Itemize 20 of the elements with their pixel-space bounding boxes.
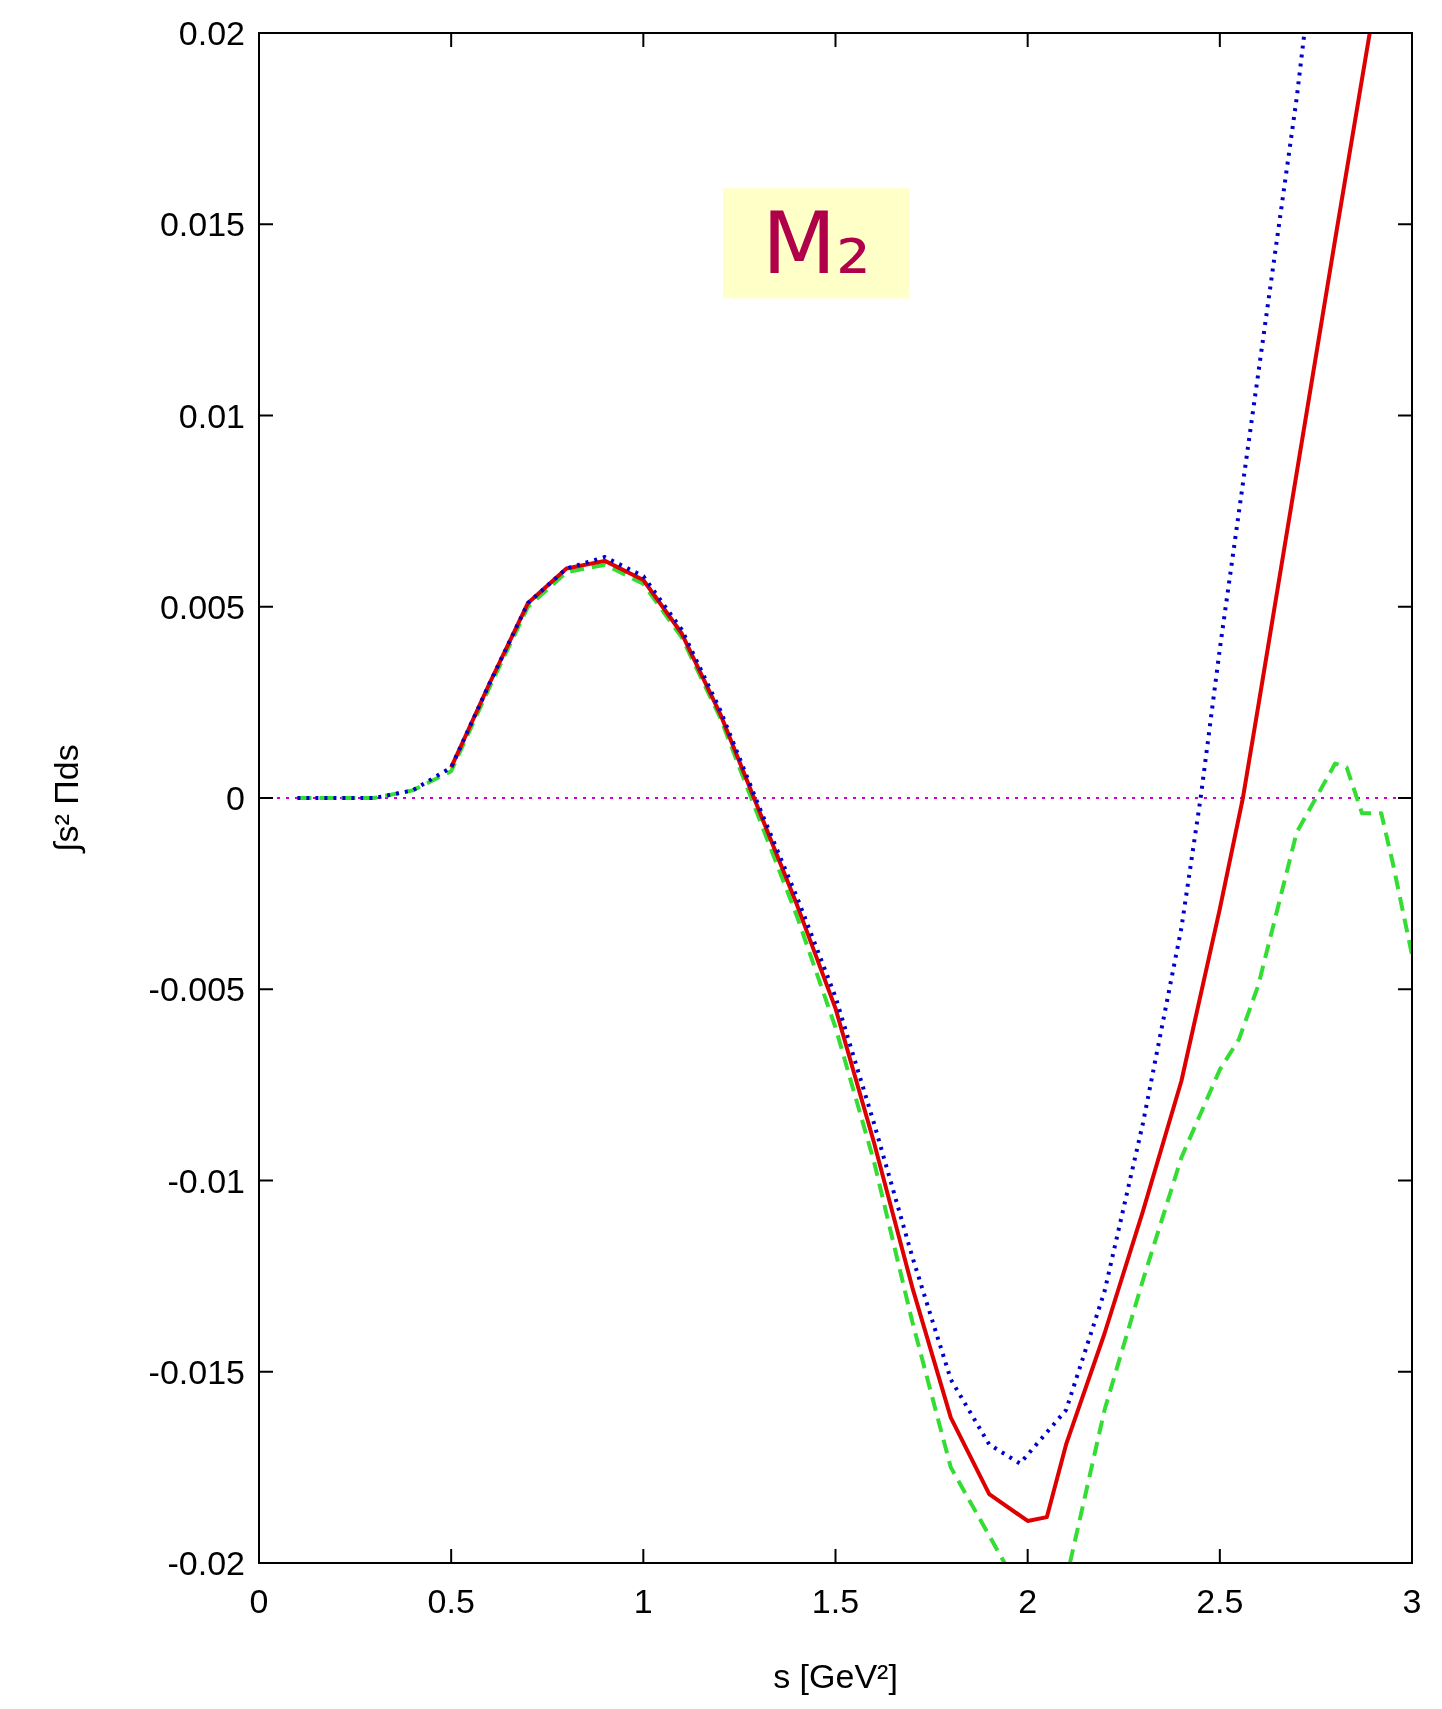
x-tick-label: 3 [1402, 1582, 1422, 1620]
x-tick-label: 0 [249, 1582, 269, 1620]
y-tick-label: 0.01 [178, 396, 245, 435]
y-tick-label: -0.015 [148, 1352, 245, 1391]
line-series [449, 33, 1372, 1523]
y-tick-label: 0.005 [159, 587, 245, 626]
y-tick-label: 0.015 [159, 205, 245, 244]
x-tick-label: 2.5 [1196, 1582, 1244, 1620]
y-tick-label: -0.01 [167, 1161, 245, 1200]
y-tick-label: 0.02 [178, 14, 245, 52]
x-tick-label: 2 [1018, 1582, 1038, 1620]
annotation: M₂ [761, 193, 871, 294]
x-tick-label: 1.5 [811, 1582, 860, 1620]
y-tick-label: -0.02 [167, 1544, 245, 1582]
x-axis-title: s [GeV²] [773, 1657, 898, 1695]
x-tick-label: 0.5 [427, 1582, 475, 1620]
y-axis-title: ∫s² Πds [47, 744, 86, 854]
y-tick-label: 0 [226, 779, 245, 817]
y-tick-label: -0.005 [148, 970, 245, 1009]
x-tick-label: 1 [633, 1582, 653, 1620]
